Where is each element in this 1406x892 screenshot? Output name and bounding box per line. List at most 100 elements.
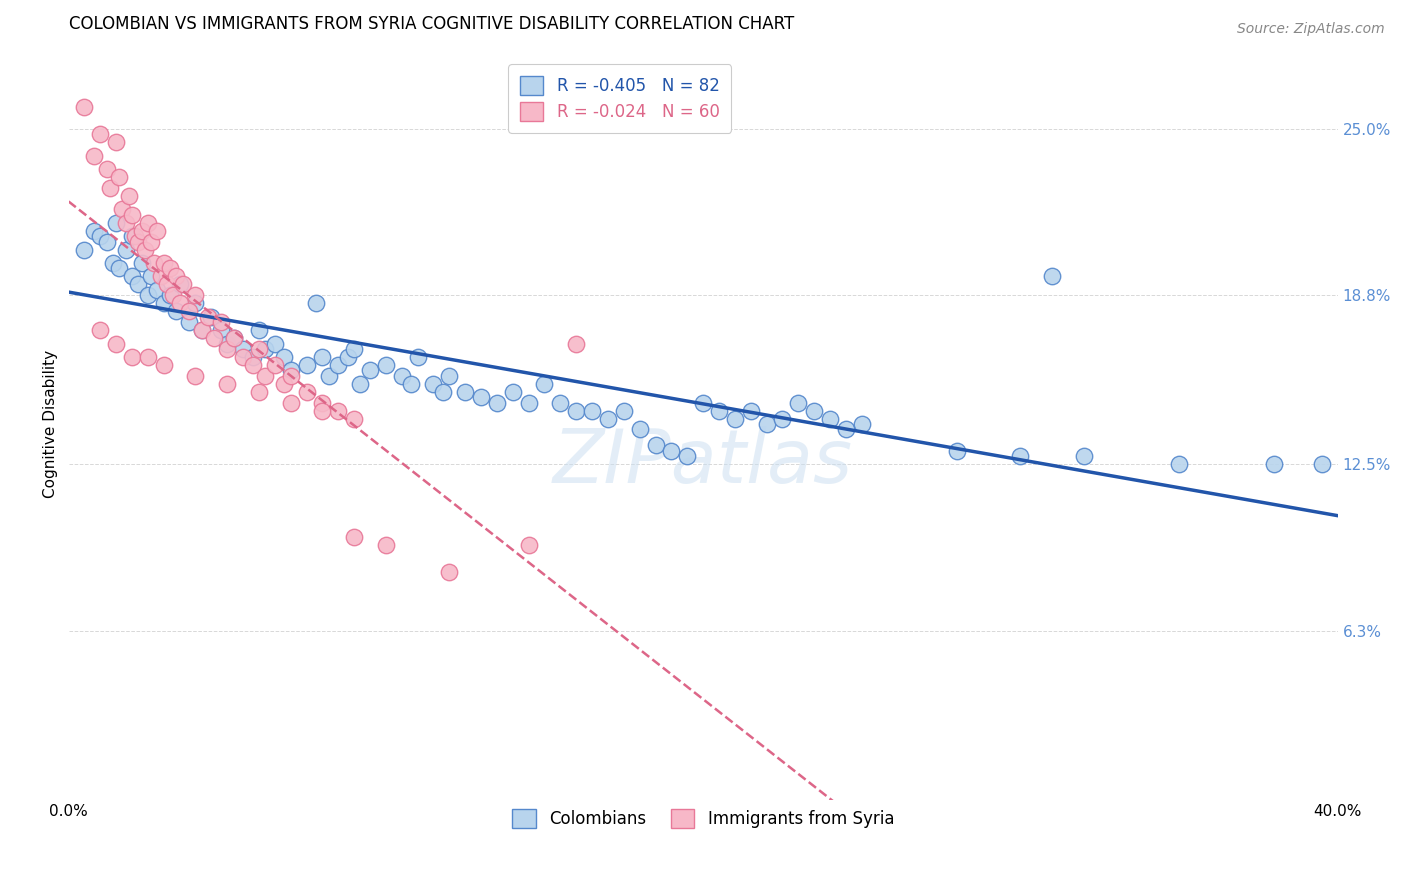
Point — [169, 296, 191, 310]
Point — [755, 417, 778, 431]
Point — [280, 363, 302, 377]
Point — [946, 443, 969, 458]
Point — [550, 395, 572, 409]
Point — [707, 403, 730, 417]
Point — [83, 149, 105, 163]
Point — [89, 128, 111, 142]
Point — [432, 384, 454, 399]
Point — [146, 224, 169, 238]
Point — [273, 350, 295, 364]
Point — [692, 395, 714, 409]
Point — [311, 395, 333, 409]
Point — [136, 216, 159, 230]
Point — [485, 395, 508, 409]
Point — [114, 243, 136, 257]
Point — [343, 342, 366, 356]
Point — [165, 304, 187, 318]
Point — [787, 395, 810, 409]
Point — [1168, 457, 1191, 471]
Point — [263, 336, 285, 351]
Point — [422, 376, 444, 391]
Point — [740, 403, 762, 417]
Point — [149, 269, 172, 284]
Point — [209, 323, 232, 337]
Point — [200, 310, 222, 324]
Point — [121, 269, 143, 284]
Point — [349, 376, 371, 391]
Point — [232, 342, 254, 356]
Point — [108, 170, 131, 185]
Point — [305, 296, 328, 310]
Point — [222, 331, 245, 345]
Point — [89, 323, 111, 337]
Point — [628, 422, 651, 436]
Point — [101, 256, 124, 270]
Point — [343, 530, 366, 544]
Point — [204, 331, 226, 345]
Point — [596, 411, 619, 425]
Point — [73, 100, 96, 114]
Point — [191, 323, 214, 337]
Point — [676, 449, 699, 463]
Point — [217, 342, 239, 356]
Point — [374, 358, 396, 372]
Point — [98, 181, 121, 195]
Point — [517, 395, 540, 409]
Point — [105, 336, 128, 351]
Point — [318, 368, 340, 383]
Point — [73, 243, 96, 257]
Point — [136, 350, 159, 364]
Point — [121, 208, 143, 222]
Point — [835, 422, 858, 436]
Point — [222, 331, 245, 345]
Point — [280, 395, 302, 409]
Point — [263, 358, 285, 372]
Point — [152, 358, 174, 372]
Point — [581, 403, 603, 417]
Point — [1040, 269, 1063, 284]
Point — [114, 216, 136, 230]
Point — [439, 368, 461, 383]
Point — [328, 403, 350, 417]
Point — [343, 411, 366, 425]
Point — [179, 304, 201, 318]
Point — [311, 350, 333, 364]
Point — [131, 224, 153, 238]
Text: COLOMBIAN VS IMMIGRANTS FROM SYRIA COGNITIVE DISABILITY CORRELATION CHART: COLOMBIAN VS IMMIGRANTS FROM SYRIA COGNI… — [69, 15, 794, 33]
Point — [139, 235, 162, 249]
Point — [162, 288, 184, 302]
Point — [399, 376, 422, 391]
Point — [724, 411, 747, 425]
Point — [121, 350, 143, 364]
Point — [439, 565, 461, 579]
Point — [108, 261, 131, 276]
Point — [613, 403, 636, 417]
Point — [165, 269, 187, 284]
Point — [152, 256, 174, 270]
Point — [96, 235, 118, 249]
Point — [242, 350, 264, 364]
Point — [146, 283, 169, 297]
Point — [118, 189, 141, 203]
Point — [111, 202, 134, 217]
Point — [247, 323, 270, 337]
Point — [1310, 457, 1333, 471]
Point — [197, 310, 219, 324]
Point — [169, 277, 191, 292]
Point — [105, 216, 128, 230]
Point — [127, 235, 149, 249]
Point — [295, 358, 318, 372]
Point — [818, 411, 841, 425]
Point — [406, 350, 429, 364]
Point — [565, 336, 588, 351]
Point — [209, 315, 232, 329]
Point — [131, 256, 153, 270]
Point — [156, 277, 179, 292]
Point — [184, 288, 207, 302]
Point — [565, 403, 588, 417]
Point — [336, 350, 359, 364]
Point — [502, 384, 524, 399]
Point — [851, 417, 873, 431]
Point — [191, 323, 214, 337]
Point — [661, 443, 683, 458]
